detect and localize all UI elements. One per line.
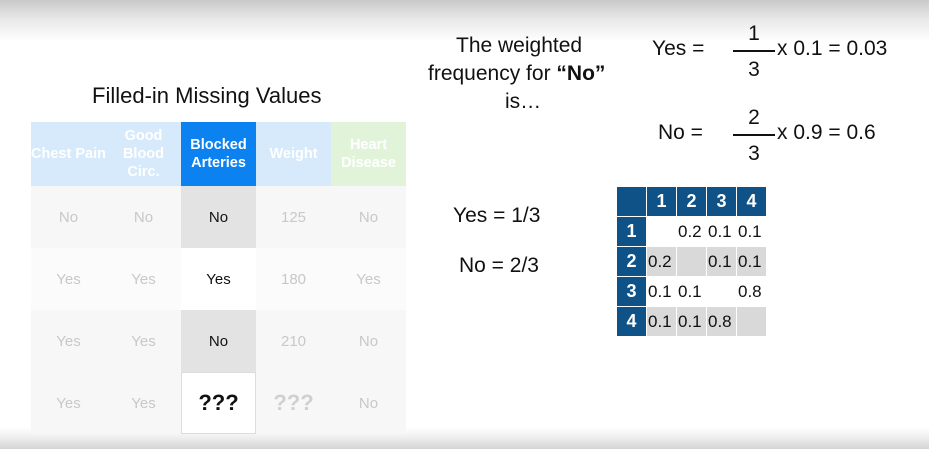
missing-value-weight: ???: [256, 372, 331, 434]
missing-value-blocked-arteries: ???: [181, 372, 256, 434]
matrix-row: 3 0.1 0.1 0.8: [616, 276, 767, 307]
no-equation-label: No =: [658, 121, 703, 144]
matrix-cell: 0.8: [706, 306, 737, 337]
matrix-cell: 0.1: [706, 246, 737, 277]
question-line-2: frequency for “No”: [428, 62, 605, 86]
table-cell: 180: [256, 248, 331, 310]
question-line-2-prefix: frequency for: [428, 62, 557, 85]
yes-numerator: 1: [748, 22, 760, 45]
yes-fraction-bar: [733, 50, 775, 52]
no-frequency: No = 2/3: [459, 254, 539, 277]
table-row: Yes Yes Yes 180 Yes: [31, 248, 407, 310]
table-cell: 125: [256, 186, 331, 248]
yes-frequency: Yes = 1/3: [453, 204, 541, 227]
matrix-row: 1 0.2 0.1 0.1: [616, 216, 767, 247]
matrix-row: 4 0.1 0.1 0.8: [616, 306, 767, 337]
question-line-3: is…: [505, 90, 542, 113]
matrix-cell: 0.2: [646, 246, 677, 277]
table-cell: No: [106, 186, 181, 248]
matrix-corner: [616, 186, 647, 217]
matrix-col-header: 4: [736, 186, 767, 217]
table-header-row: Chest Pain Good Blood Circ. Blocked Arte…: [31, 122, 407, 186]
yes-equation-label: Yes =: [652, 37, 705, 60]
matrix-cell: 0.1: [676, 306, 707, 337]
header-weight: Weight: [256, 122, 331, 186]
header-chest-pain: Chest Pain: [31, 122, 106, 186]
matrix-col-header: 2: [676, 186, 707, 217]
table-row: Yes Yes No 210 No: [31, 310, 407, 372]
matrix-row-header: 3: [616, 276, 647, 307]
proximity-matrix: 1 2 3 4 1 0.2 0.1 0.1 2 0.2 0.1 0.1 3 0.…: [616, 186, 767, 337]
matrix-cell: 0.2: [676, 216, 707, 247]
table-cell: No: [331, 372, 406, 434]
table-cell-blocked-arteries: Yes: [181, 248, 256, 310]
table-cell: No: [31, 186, 106, 248]
matrix-cell: 0.8: [736, 276, 767, 307]
table-cell-blocked-arteries: No: [181, 310, 256, 372]
matrix-cell: 0.1: [736, 246, 767, 277]
question-line-1: The weighted: [456, 34, 583, 57]
matrix-header-row: 1 2 3 4: [616, 186, 767, 217]
matrix-row-header: 2: [616, 246, 647, 277]
table-title: Filled-in Missing Values: [92, 83, 322, 108]
table-cell: Yes: [31, 248, 106, 310]
matrix-cell: [736, 306, 767, 337]
matrix-cell: [676, 246, 707, 277]
table-cell: Yes: [31, 310, 106, 372]
top-gradient: [0, 0, 929, 42]
matrix-row: 2 0.2 0.1 0.1: [616, 246, 767, 277]
table-cell: Yes: [106, 372, 181, 434]
no-fraction-bar: [733, 134, 775, 136]
matrix-cell: 0.1: [706, 216, 737, 247]
no-equation-result: x 0.9 = 0.6: [777, 121, 876, 144]
table-cell-blocked-arteries: No: [181, 186, 256, 248]
matrix-cell: 0.1: [646, 306, 677, 337]
table-cell: 210: [256, 310, 331, 372]
table-cell: Yes: [106, 310, 181, 372]
header-heart-disease: Heart Disease: [331, 122, 406, 186]
header-blocked-arteries: Blocked Arteries: [181, 122, 256, 186]
table-cell: No: [331, 186, 406, 248]
table-cell: Yes: [331, 248, 406, 310]
no-numerator: 2: [748, 106, 760, 129]
no-denominator: 3: [748, 142, 760, 165]
table-cell: No: [331, 310, 406, 372]
matrix-col-header: 1: [646, 186, 677, 217]
table-cell: Yes: [106, 248, 181, 310]
header-good-blood-circ: Good Blood Circ.: [106, 122, 181, 186]
table-row: No No No 125 No: [31, 186, 407, 248]
matrix-cell: [706, 276, 737, 307]
matrix-cell: 0.1: [676, 276, 707, 307]
data-table: Chest Pain Good Blood Circ. Blocked Arte…: [31, 122, 407, 434]
matrix-col-header: 3: [706, 186, 737, 217]
yes-equation-result: x 0.1 = 0.03: [777, 37, 888, 60]
table-row: Yes Yes ??? ??? No: [31, 372, 407, 434]
matrix-cell: 0.1: [646, 276, 677, 307]
question-emphasis: “No”: [556, 62, 606, 85]
yes-denominator: 3: [748, 58, 760, 81]
matrix-row-header: 4: [616, 306, 647, 337]
matrix-cell: 0.1: [736, 216, 767, 247]
matrix-cell: [646, 216, 677, 247]
table-cell: Yes: [31, 372, 106, 434]
matrix-row-header: 1: [616, 216, 647, 247]
